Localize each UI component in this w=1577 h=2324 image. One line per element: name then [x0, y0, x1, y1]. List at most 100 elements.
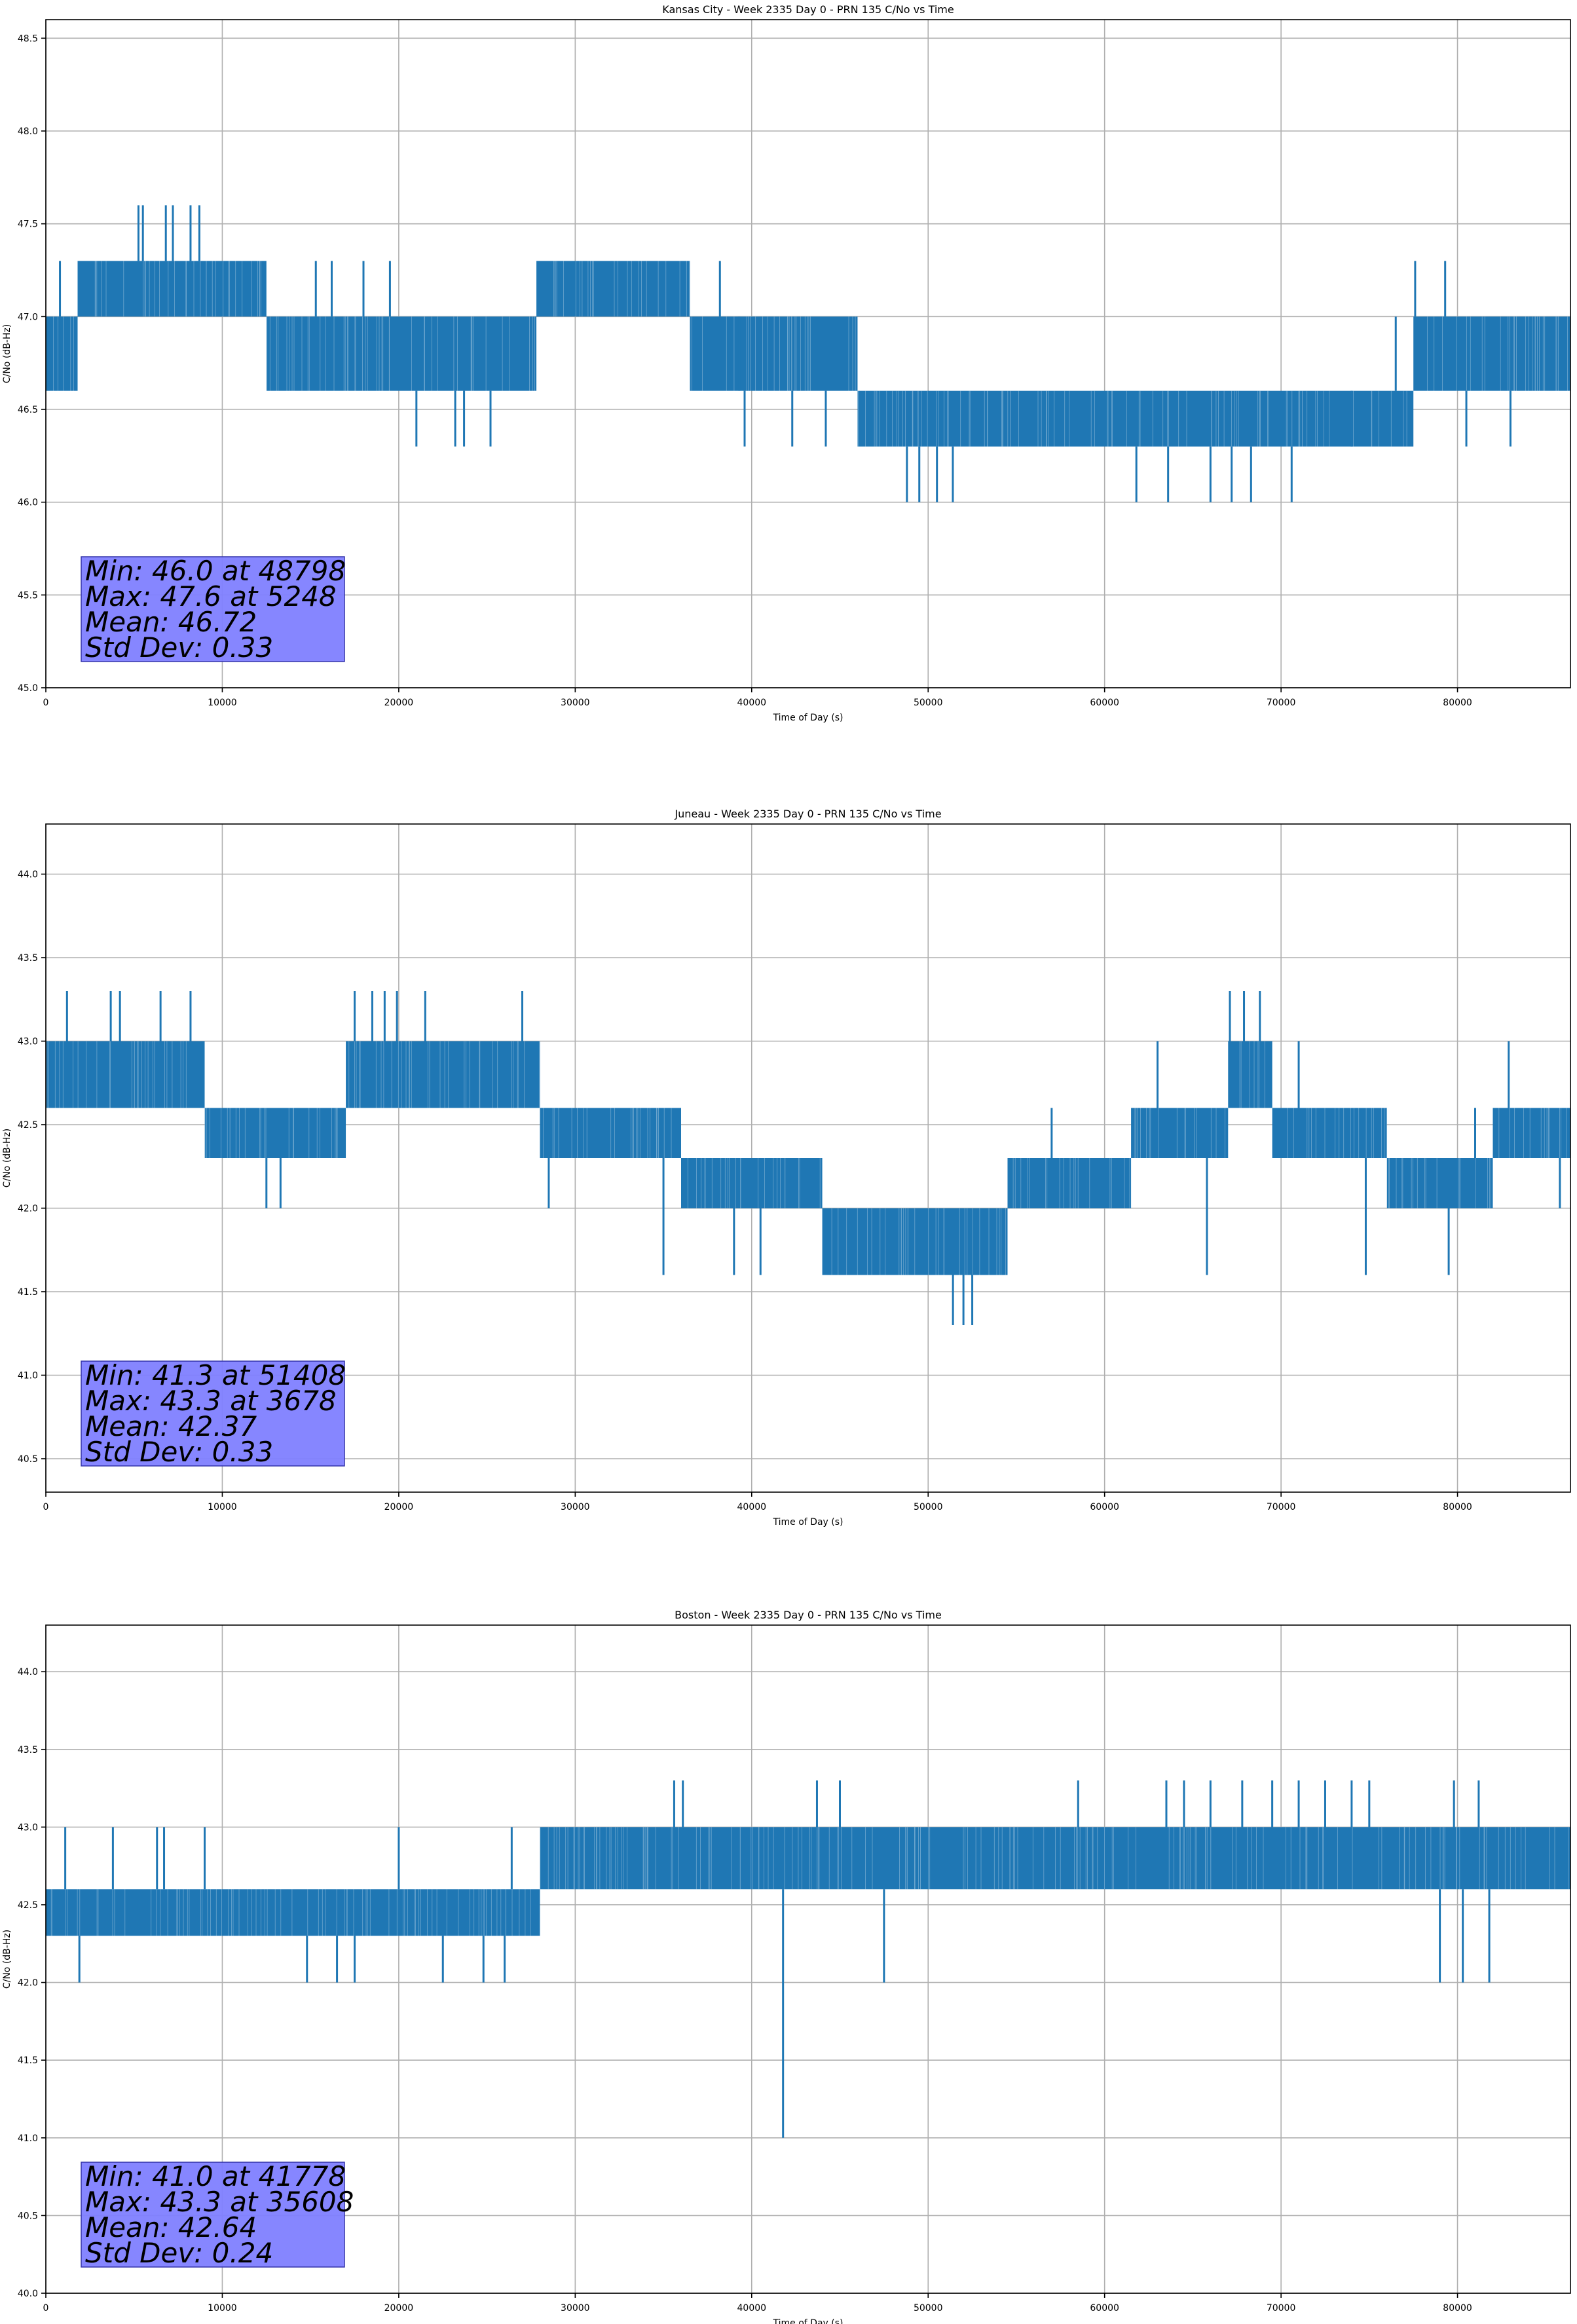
y-axis-label: C/No (dB-Hz)	[2, 1129, 12, 1188]
data-band	[46, 316, 78, 391]
axes-frame	[45, 1624, 1571, 2294]
x-tick-label: 60000	[1090, 698, 1119, 708]
y-tick-label: 45.0	[18, 683, 38, 694]
x-tick-label: 10000	[208, 2303, 237, 2314]
data-band	[266, 316, 537, 391]
x-axis-label: Time of Day (s)	[773, 713, 844, 723]
data-band-texture	[1388, 1158, 1491, 1209]
data-band-texture	[46, 1041, 187, 1108]
data-band-texture	[1427, 316, 1568, 391]
data-band	[204, 1108, 346, 1158]
y-tick-label: 48.5	[18, 33, 38, 44]
stats-line: Max: 43.3 at 35608	[85, 2186, 354, 2218]
x-tick-label: 40000	[737, 2303, 767, 2314]
data-band-texture	[543, 1108, 672, 1158]
chart-panel-1: 0 10000 20000 30000 40000 50000 60000 70000 8000…	[2, 808, 1571, 1527]
y-tick-label: 48.0	[18, 126, 38, 137]
y-tick-label: 41.5	[18, 2055, 38, 2066]
x-tick-label: 30000	[561, 1502, 590, 1512]
x-tick-label: 60000	[1090, 2303, 1119, 2314]
x-tick-label: 60000	[1090, 1502, 1119, 1512]
x-tick-label: 0	[43, 1502, 49, 1512]
y-tick-label: 44.0	[18, 1667, 38, 1677]
data-band-texture	[1498, 1108, 1567, 1158]
data-band	[46, 1041, 205, 1108]
data-band-texture	[1134, 1108, 1225, 1158]
y-tick-label: 43.0	[18, 1037, 38, 1047]
data-band	[346, 1041, 540, 1108]
data-band	[46, 1889, 540, 1936]
x-tick-label: 50000	[914, 1502, 943, 1512]
chart-title: Boston - Week 2335 Day 0 - PRN 135 C/No …	[675, 1609, 942, 1621]
x-tick-label: 20000	[384, 1502, 414, 1512]
data-band	[540, 1108, 681, 1158]
y-tick-label: 46.0	[18, 498, 38, 508]
data-band-texture	[540, 1827, 1568, 1890]
data-band-texture	[831, 1208, 1006, 1275]
x-tick-label: 0	[43, 2303, 49, 2314]
y-tick-label: 41.5	[18, 1287, 38, 1298]
stats-box	[81, 556, 345, 662]
stats-box	[81, 1360, 345, 1467]
y-tick-label: 42.5	[18, 1120, 38, 1131]
data-series	[46, 1780, 1570, 2138]
x-tick-label: 20000	[384, 698, 414, 708]
data-band	[1493, 1108, 1570, 1158]
chart-panel-0: 0 10000 20000 30000 40000 50000 60000 70000 8000…	[2, 3, 1571, 723]
data-band	[822, 1208, 1008, 1275]
stats-line: Mean: 46.72	[85, 606, 257, 638]
data-series	[46, 991, 1570, 1325]
y-tick-label: 44.0	[18, 870, 38, 880]
stats-line: Std Dev: 0.24	[85, 2237, 273, 2269]
data-band-texture	[204, 1108, 338, 1158]
x-tick-label: 80000	[1443, 2303, 1472, 2314]
data-band-texture	[267, 316, 535, 391]
x-tick-label: 30000	[561, 2303, 590, 2314]
data-band	[536, 261, 690, 317]
stats-line: Std Dev: 0.33	[85, 631, 273, 664]
y-tick-label: 40.0	[18, 2289, 38, 2299]
data-band	[1007, 1158, 1132, 1209]
data-band	[857, 390, 1414, 447]
y-tick-label: 41.0	[18, 1371, 38, 1381]
x-tick-label: 50000	[914, 698, 943, 708]
data-band-texture	[1239, 1041, 1265, 1108]
data-band-texture	[553, 261, 690, 317]
y-tick-label: 40.5	[18, 1454, 38, 1465]
data-band-texture	[53, 316, 74, 391]
y-axis-label: C/No (dB-Hz)	[2, 1930, 12, 1989]
stats-line: Min: 46.0 at 48798	[85, 555, 346, 587]
y-tick-label: 42.5	[18, 1900, 38, 1911]
data-band	[1272, 1108, 1387, 1158]
y-tick-label: 46.5	[18, 405, 38, 415]
x-tick-label: 30000	[561, 698, 590, 708]
stats-line: Min: 41.0 at 41778	[85, 2160, 346, 2192]
y-axis-label: C/No (dB-Hz)	[2, 324, 12, 383]
chart-title: Kansas City - Week 2335 Day 0 - PRN 135 …	[662, 3, 954, 16]
data-band-texture	[857, 390, 1407, 447]
x-tick-label: 80000	[1443, 698, 1472, 708]
x-tick-label: 10000	[208, 1502, 237, 1512]
x-axis-label: Time of Day (s)	[773, 2318, 844, 2324]
stats-line: Mean: 42.64	[85, 2211, 257, 2243]
x-tick-label: 70000	[1267, 698, 1296, 708]
data-band	[77, 261, 267, 317]
axes-frame	[45, 823, 1571, 1493]
data-band-texture	[94, 261, 261, 317]
data-band	[1386, 1158, 1493, 1209]
data-band-texture	[1012, 1158, 1130, 1209]
y-tick-label: 43.5	[18, 1745, 38, 1755]
x-tick-label: 10000	[208, 698, 237, 708]
y-tick-label: 40.5	[18, 2211, 38, 2221]
x-tick-label: 40000	[737, 698, 767, 708]
x-tick-label: 0	[43, 698, 49, 708]
x-tick-label: 40000	[737, 1502, 767, 1512]
stats-box	[81, 2162, 345, 2268]
data-series	[46, 205, 1570, 502]
y-tick-label: 45.5	[18, 590, 38, 601]
x-tick-label: 50000	[914, 2303, 943, 2314]
data-band	[1131, 1108, 1229, 1158]
data-band-texture	[1287, 1108, 1386, 1158]
x-tick-label: 70000	[1267, 2303, 1296, 2314]
